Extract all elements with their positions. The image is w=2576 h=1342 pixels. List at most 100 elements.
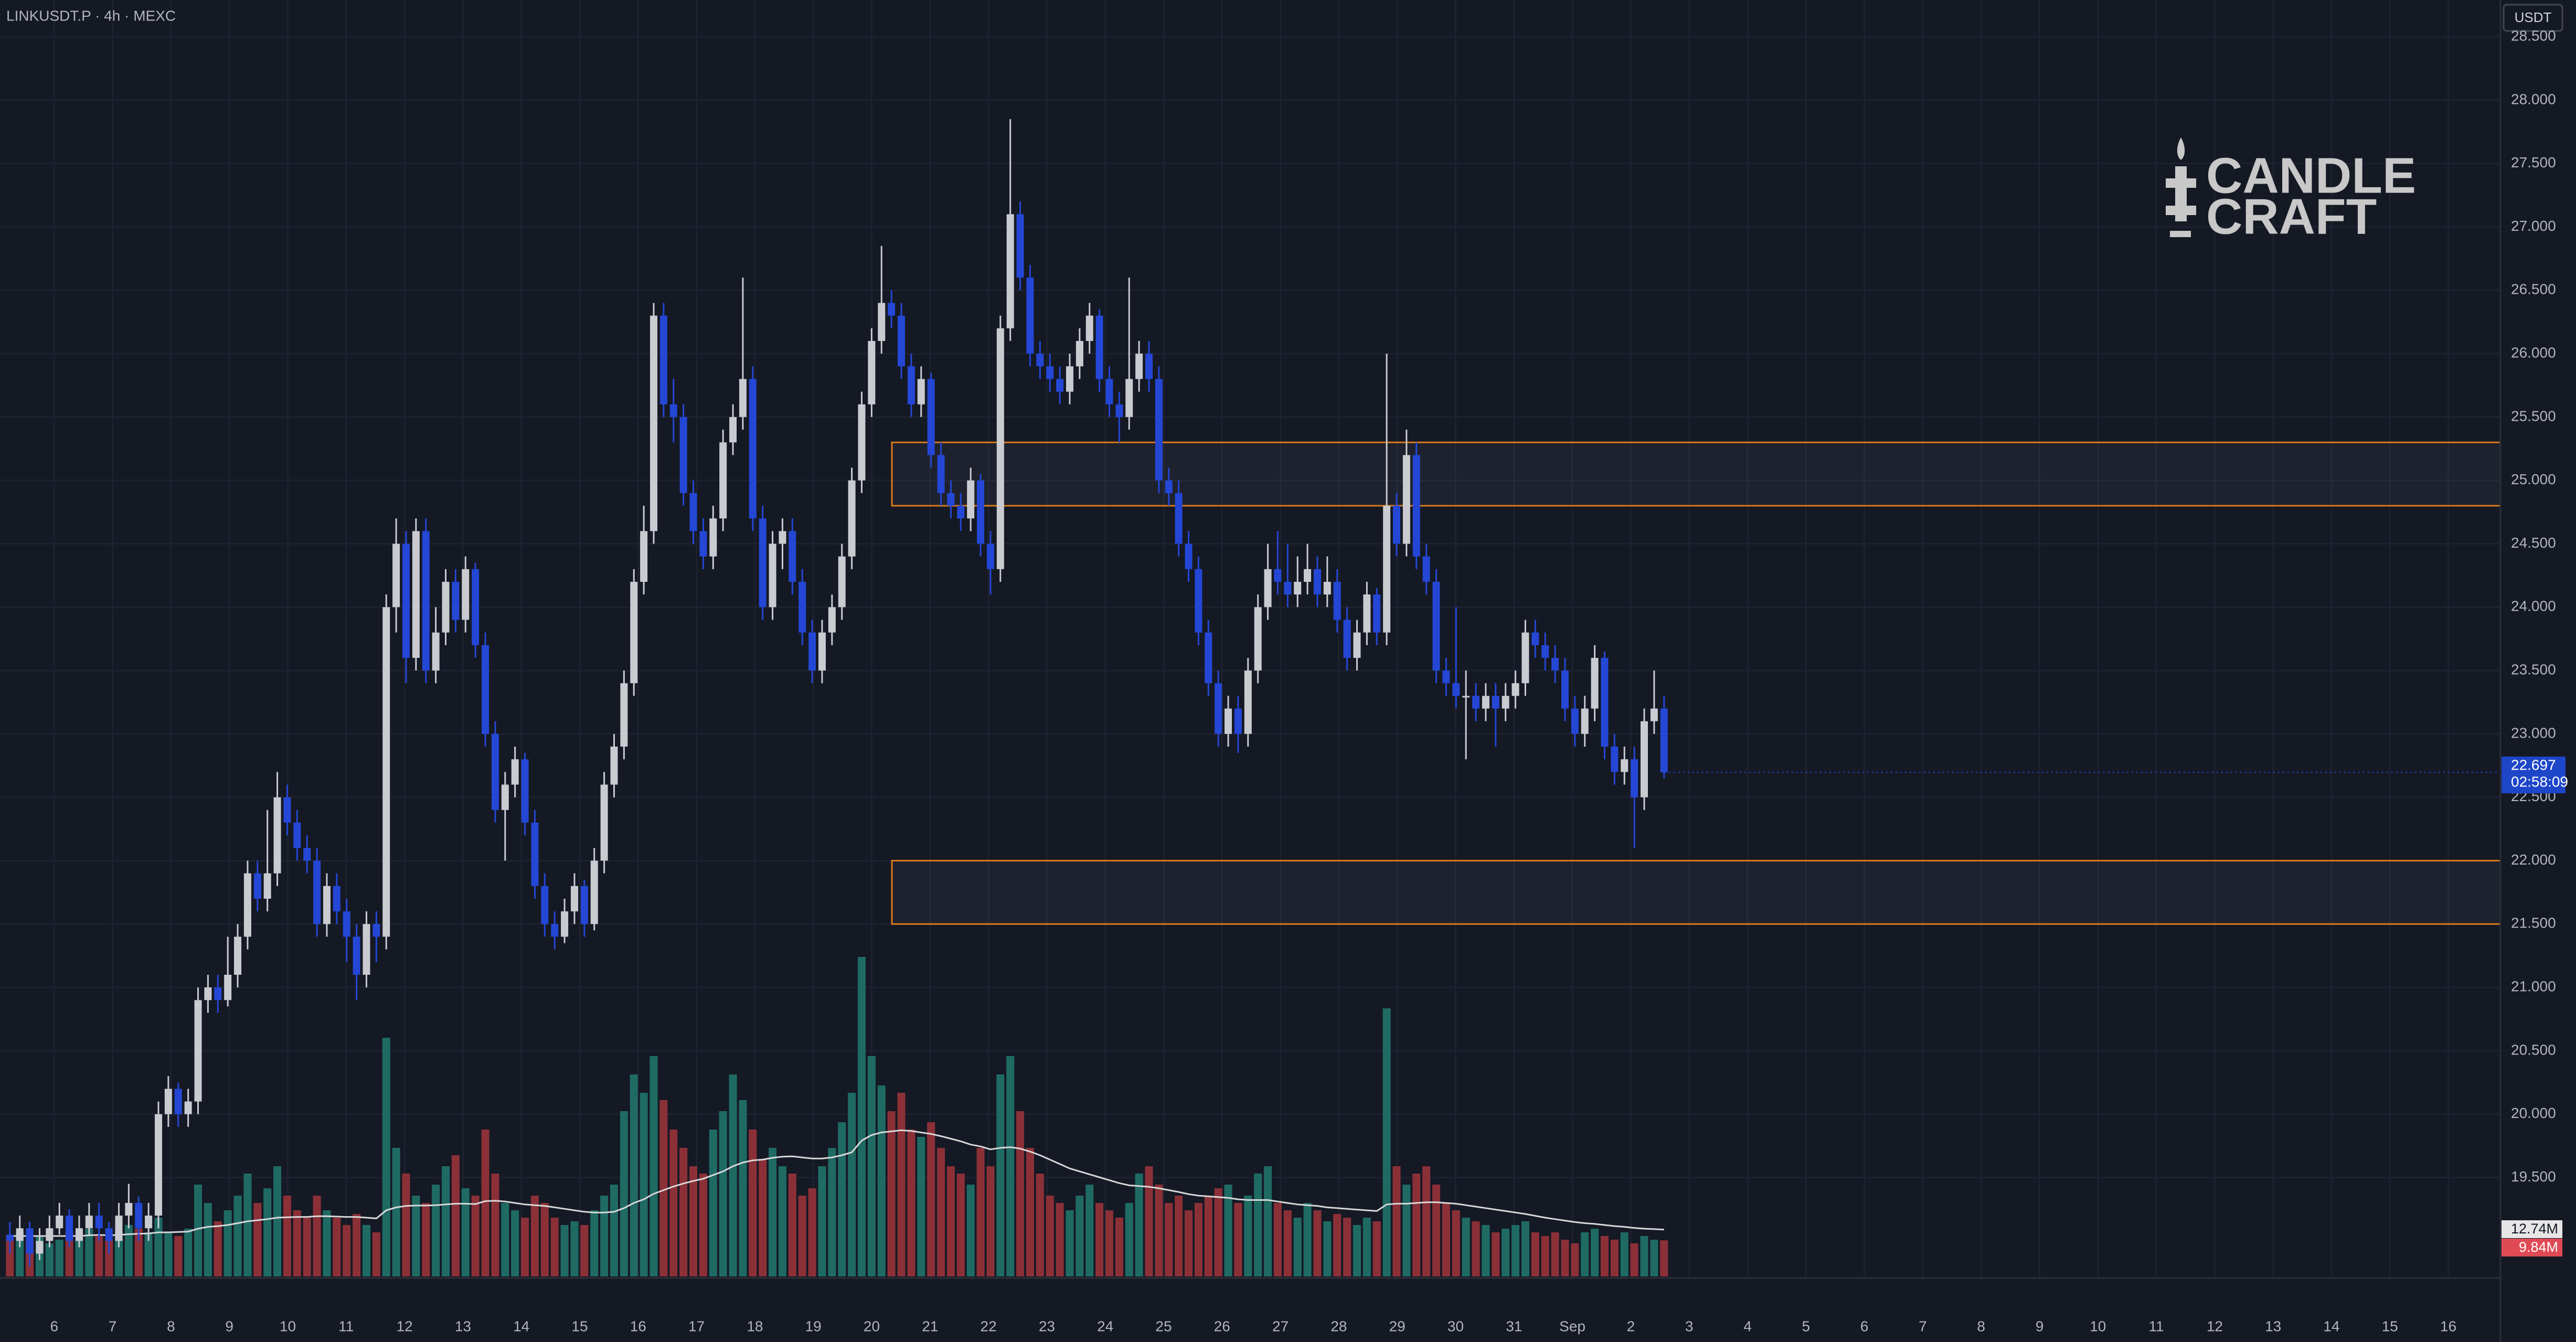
x-tick-label: 2 bbox=[1627, 1318, 1635, 1334]
candle-body bbox=[462, 569, 470, 620]
logo: CANDLE CRAFT bbox=[2166, 137, 2416, 244]
logo-icon-base bbox=[2170, 231, 2191, 237]
volume-bar bbox=[907, 1130, 916, 1276]
volume-bar bbox=[1472, 1221, 1480, 1276]
y-tick-label: 22.000 bbox=[2511, 851, 2556, 868]
candle-body bbox=[868, 340, 876, 404]
x-tick-label: 6 bbox=[1860, 1318, 1869, 1334]
volume-bar bbox=[184, 1229, 193, 1276]
volume-bar bbox=[1482, 1225, 1490, 1276]
candle-body bbox=[1254, 607, 1262, 671]
y-tick-label: 26.500 bbox=[2511, 281, 2556, 297]
volume-bar bbox=[1660, 1240, 1668, 1276]
candle-body bbox=[1462, 696, 1470, 698]
candle-body bbox=[570, 886, 578, 912]
candle-body bbox=[1611, 747, 1619, 772]
candle-body bbox=[501, 784, 509, 810]
volume-bar bbox=[293, 1210, 301, 1276]
currency-box[interactable] bbox=[2503, 4, 2563, 32]
x-tick-label: 26 bbox=[1214, 1318, 1230, 1334]
candle-body bbox=[511, 759, 519, 785]
candle-body bbox=[551, 924, 559, 937]
volume-bar bbox=[1273, 1203, 1282, 1276]
candle-body bbox=[353, 936, 360, 975]
y-tick-label: 23.500 bbox=[2511, 662, 2556, 678]
candle-body bbox=[1046, 366, 1054, 379]
volume-bar bbox=[669, 1130, 678, 1276]
volume-bar bbox=[174, 1236, 183, 1276]
candle-body bbox=[1432, 581, 1440, 671]
volume-bar bbox=[1016, 1111, 1025, 1276]
x-tick-label: 13 bbox=[455, 1318, 471, 1334]
candle-body bbox=[1482, 696, 1489, 709]
candle-body bbox=[1095, 315, 1103, 379]
volume-bar bbox=[1452, 1210, 1460, 1276]
candle-body bbox=[402, 544, 410, 658]
y-tick-label: 20.500 bbox=[2511, 1041, 2556, 1058]
candle-body bbox=[442, 581, 450, 633]
volume-bar bbox=[937, 1148, 945, 1276]
candle-body bbox=[1274, 569, 1282, 582]
volume-bar bbox=[1244, 1196, 1252, 1276]
volume-bar bbox=[1323, 1221, 1332, 1276]
candle-body bbox=[679, 417, 687, 493]
currency[interactable]: USDT bbox=[2515, 9, 2552, 25]
candle-body bbox=[363, 924, 370, 975]
volume-bar bbox=[85, 1229, 93, 1276]
volume-bar bbox=[1135, 1174, 1143, 1276]
candle-body bbox=[986, 544, 994, 569]
zone bbox=[891, 441, 2502, 507]
logo-icon-bar bbox=[2166, 178, 2196, 188]
x-tick-label: 30 bbox=[1447, 1318, 1464, 1334]
volume-bar bbox=[194, 1185, 203, 1276]
candle-body bbox=[858, 404, 866, 481]
volume-bar bbox=[511, 1210, 519, 1276]
candle-body bbox=[1422, 556, 1430, 582]
candle-body bbox=[1085, 315, 1093, 341]
x-tick-label: 9 bbox=[2036, 1318, 2044, 1334]
candle-body bbox=[1145, 354, 1153, 379]
volume-bar bbox=[491, 1174, 499, 1276]
volume-bar bbox=[600, 1196, 609, 1276]
candle-body bbox=[1264, 569, 1272, 608]
volume-bar bbox=[263, 1188, 272, 1276]
volume-ma-box bbox=[2502, 1220, 2562, 1238]
volume-bar bbox=[1591, 1229, 1599, 1276]
volume-bar bbox=[560, 1225, 569, 1276]
candle-body bbox=[66, 1216, 73, 1241]
volume-box bbox=[2502, 1239, 2562, 1256]
volume-bar bbox=[1531, 1232, 1539, 1276]
y-tick-label: 19.500 bbox=[2511, 1168, 2556, 1185]
candle-body bbox=[26, 1228, 34, 1254]
candle-body bbox=[1175, 493, 1183, 544]
volume-bar bbox=[1422, 1166, 1431, 1276]
candle-body bbox=[273, 797, 281, 874]
candle-body bbox=[590, 860, 598, 924]
x-tick-label: 20 bbox=[864, 1318, 880, 1334]
volume-bar bbox=[986, 1166, 995, 1276]
x-tick-label: 22 bbox=[981, 1318, 997, 1334]
candle-body bbox=[818, 632, 826, 671]
candle-body bbox=[878, 303, 886, 341]
volume-bar bbox=[709, 1130, 717, 1276]
symbol-title: LINKUSDT.P · 4h · MEXC bbox=[6, 7, 176, 24]
candle-body bbox=[669, 404, 677, 417]
candle-body bbox=[1363, 594, 1371, 633]
volume-bar bbox=[1036, 1174, 1044, 1276]
volume-bar bbox=[1402, 1185, 1411, 1276]
candle-body bbox=[16, 1228, 24, 1241]
candle-body bbox=[263, 873, 271, 899]
candle-body bbox=[46, 1228, 54, 1241]
volume-bar bbox=[1492, 1232, 1500, 1276]
candle-body bbox=[323, 886, 331, 924]
volume-bar bbox=[1204, 1196, 1212, 1276]
volume-bar bbox=[788, 1174, 796, 1276]
volume-bar bbox=[1283, 1210, 1292, 1276]
candle-body bbox=[917, 379, 925, 404]
plot bbox=[0, 0, 2502, 1278]
volume-bar bbox=[1214, 1188, 1222, 1276]
candle-body bbox=[125, 1202, 133, 1216]
volume-bar bbox=[1372, 1221, 1381, 1276]
candle-body bbox=[491, 733, 499, 810]
